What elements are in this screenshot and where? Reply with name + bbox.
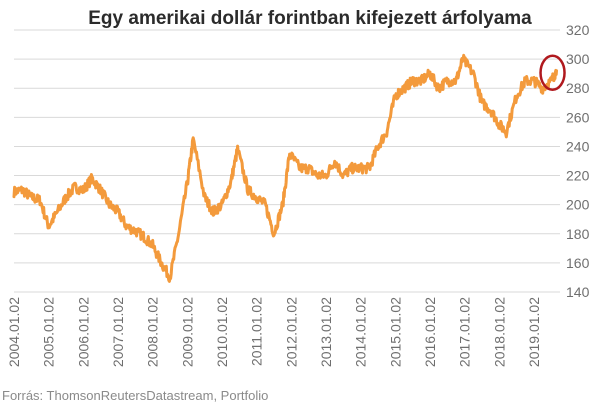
x-tick-label: 2004.01.02 xyxy=(6,297,22,367)
x-tick-label: 2009.01.02 xyxy=(179,297,195,367)
y-axis-tick-labels: 140 160 180 200 220 240 260 280 300 320 xyxy=(566,22,590,300)
x-tick-label: 2012.01.02 xyxy=(283,297,299,367)
x-axis-tick-labels: 2004.01.02 2005.01.02 2006.01.02 2007.01.02… xyxy=(6,297,542,367)
y-tick-label: 200 xyxy=(566,197,590,213)
x-tick-label: 2005.01.02 xyxy=(41,297,57,367)
y-tick-label: 300 xyxy=(566,51,590,67)
x-tick-label: 2014.01.02 xyxy=(353,297,369,367)
x-tick-label: 2016.01.02 xyxy=(422,297,438,367)
source-note: Forrás: ThomsonReutersDatastream, Portfo… xyxy=(2,388,268,403)
y-tick-label: 140 xyxy=(566,284,590,300)
x-tick-label: 2019.01.02 xyxy=(526,297,542,367)
y-tick-label: 320 xyxy=(566,22,590,38)
y-tick-label: 180 xyxy=(566,226,590,242)
latest-value-highlight-circle xyxy=(539,54,566,92)
y-tick-label: 280 xyxy=(566,80,590,96)
usd-huf-exchange-rate-line xyxy=(12,53,558,283)
y-tick-label: 260 xyxy=(566,109,590,125)
x-tick-label: 2013.01.02 xyxy=(318,297,334,367)
y-tick-label: 240 xyxy=(566,138,590,154)
chart-title: Egy amerikai dollár forintban kifejezett… xyxy=(88,8,532,29)
y-tick-label: 220 xyxy=(566,168,590,184)
x-tick-label: 2010.01.02 xyxy=(214,297,230,367)
x-tick-label: 2007.01.02 xyxy=(110,297,126,367)
x-tick-label: 2018.01.02 xyxy=(491,297,507,367)
y-tick-label: 160 xyxy=(566,255,590,271)
x-tick-label: 2011.01.02 xyxy=(249,297,265,366)
x-tick-label: 2015.01.02 xyxy=(387,297,403,367)
x-tick-label: 2006.01.02 xyxy=(75,297,91,367)
x-tick-label: 2008.01.02 xyxy=(145,297,161,367)
x-tick-label: 2017.01.02 xyxy=(457,297,473,367)
